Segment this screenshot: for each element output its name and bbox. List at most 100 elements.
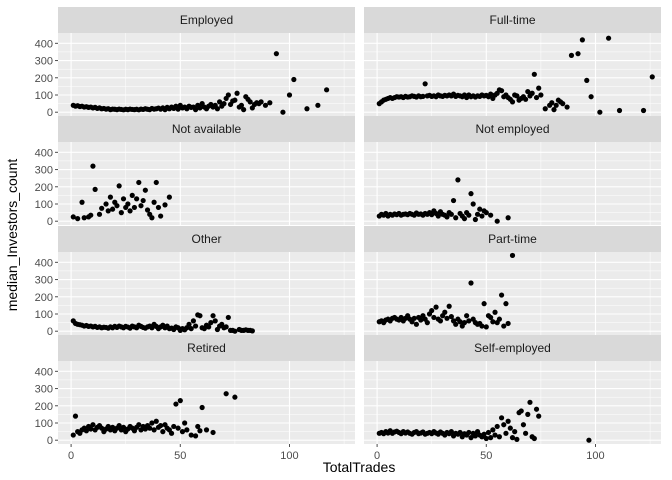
facet-strip-label: Part-time: [488, 232, 537, 246]
y-tick-label: 0: [47, 435, 53, 447]
data-point: [147, 425, 153, 431]
y-tick-label: 100: [35, 309, 53, 321]
data-point: [197, 313, 203, 319]
data-point: [144, 207, 151, 213]
data-point: [131, 204, 138, 211]
data-point: [503, 430, 509, 436]
facet-strip: [364, 116, 661, 142]
data-point: [435, 213, 441, 219]
data-point: [433, 304, 439, 310]
data-point: [234, 90, 240, 96]
data-point: [136, 422, 142, 428]
data-point: [162, 202, 168, 208]
data-point: [542, 106, 548, 112]
data-point: [429, 307, 435, 314]
data-point: [103, 201, 109, 207]
y-tick-label: 100: [35, 199, 53, 211]
data-point: [151, 199, 157, 205]
data-point: [81, 215, 87, 221]
data-point: [553, 102, 559, 108]
facet-panels: Employed 0 100 200 300 400 Full-time Not availa…: [35, 7, 661, 462]
data-point: [411, 315, 417, 321]
data-point: [498, 292, 505, 298]
facet-strip-label: Other: [191, 232, 221, 246]
data-point: [129, 192, 135, 198]
data-point: [448, 313, 454, 320]
data-point: [505, 215, 511, 221]
data-point: [120, 424, 127, 430]
facet-panel: Not employed: [364, 116, 661, 225]
facet-strip-label: Self-employed: [474, 341, 551, 355]
y-tick-label: 0: [47, 216, 53, 228]
data-point: [138, 203, 144, 209]
facet-strip-label: Retired: [187, 341, 226, 355]
data-point: [175, 106, 181, 112]
data-point: [468, 191, 474, 197]
panel-background: [58, 33, 355, 116]
data-point: [483, 210, 489, 216]
data-point: [105, 208, 111, 214]
data-point: [116, 183, 122, 189]
data-point: [466, 212, 472, 218]
data-point: [529, 90, 535, 96]
data-point: [262, 102, 269, 108]
x-tick-label: 0: [68, 450, 74, 462]
data-point: [291, 76, 297, 83]
data-point: [509, 435, 516, 441]
x-tick-label: 50: [480, 450, 492, 462]
y-tick-label: 200: [35, 292, 53, 304]
data-point: [533, 94, 540, 101]
data-point: [501, 323, 507, 329]
data-point: [488, 435, 494, 441]
facet-panel: Other 0 100 200 300 400: [35, 226, 355, 338]
data-point: [523, 96, 529, 102]
data-point: [444, 315, 450, 321]
data-point: [584, 77, 590, 83]
data-point: [509, 252, 516, 259]
data-point: [420, 93, 426, 99]
data-point: [182, 420, 188, 426]
data-point: [83, 428, 89, 434]
data-point: [551, 107, 557, 113]
data-point: [186, 321, 192, 327]
data-point: [468, 280, 474, 286]
y-tick-label: 300: [35, 275, 53, 287]
data-point: [490, 319, 496, 325]
data-point: [70, 432, 76, 438]
data-point: [586, 437, 592, 443]
data-point: [424, 320, 430, 326]
data-point: [527, 399, 533, 405]
data-point: [442, 309, 448, 315]
data-point: [88, 212, 94, 218]
data-point: [531, 71, 537, 77]
data-point: [488, 91, 494, 97]
data-point: [192, 433, 199, 439]
data-point: [109, 206, 116, 212]
data-point: [494, 423, 500, 430]
data-point: [241, 107, 247, 113]
data-point: [649, 74, 655, 80]
data-point: [199, 404, 205, 411]
facet-strip: [58, 116, 355, 142]
data-point: [158, 213, 164, 219]
data-point: [549, 100, 555, 106]
y-tick-label: 100: [35, 418, 53, 430]
data-point: [568, 52, 575, 58]
data-point: [190, 318, 196, 324]
x-tick-label: 0: [374, 450, 380, 462]
y-tick-label: 200: [35, 73, 53, 85]
data-point: [90, 163, 96, 169]
data-point: [304, 106, 310, 112]
data-point: [192, 107, 199, 113]
data-point: [212, 318, 218, 324]
facet-panel: Retired 0 100 200 300 400 0 50 100: [35, 335, 355, 462]
data-point: [457, 429, 463, 436]
facet-strip-label: Not available: [172, 122, 242, 136]
y-tick-label: 400: [35, 147, 53, 159]
data-point: [560, 101, 566, 107]
facet-strip-label: Not employed: [475, 122, 549, 136]
data-point: [464, 313, 470, 319]
data-point: [413, 321, 420, 327]
data-point: [448, 429, 454, 435]
facet-panel: Self-employed 0 50 100: [364, 335, 661, 462]
